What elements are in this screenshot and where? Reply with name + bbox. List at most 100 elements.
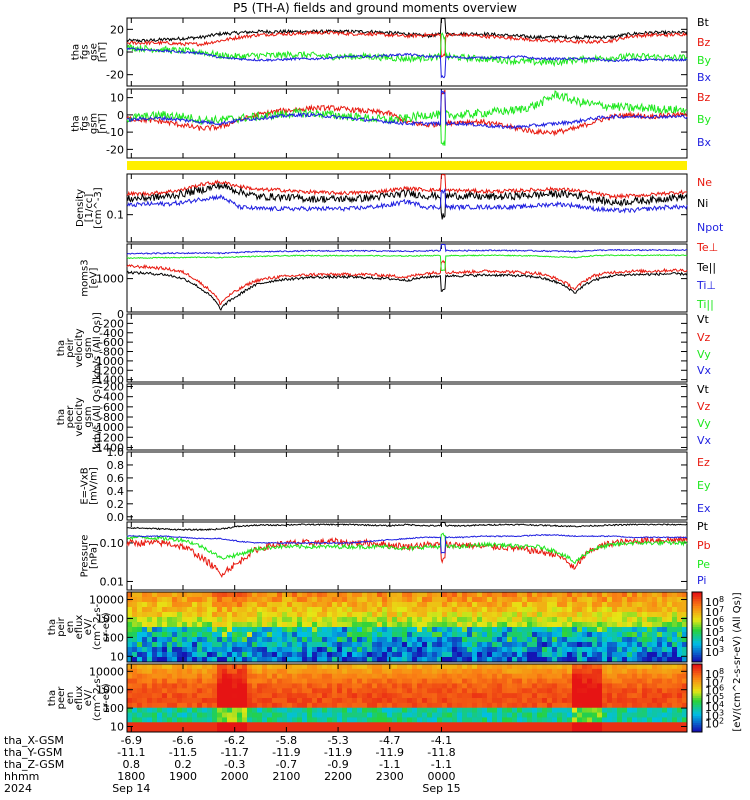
heatmap-cell	[577, 602, 583, 608]
heatmap-cell	[487, 717, 493, 723]
heatmap-cell	[542, 627, 548, 633]
heatmap-cell	[432, 668, 438, 675]
heatmap-cell	[417, 607, 423, 613]
heatmap-cell	[282, 627, 288, 633]
heatmap-cell	[372, 592, 378, 598]
heatmap-cell	[502, 612, 508, 618]
heatmap-cell	[417, 722, 423, 728]
colorbar-cell	[692, 613, 702, 616]
heatmap-cell	[572, 722, 578, 728]
heatmap-cell	[197, 627, 203, 633]
heatmap-cell	[347, 657, 353, 663]
heatmap-cell	[362, 592, 368, 598]
heatmap-cell	[462, 592, 468, 598]
heatmap-cell	[247, 702, 253, 709]
heatmap-cell	[267, 693, 273, 699]
heatmap-cell	[467, 602, 473, 608]
heatmap-cell	[192, 702, 198, 709]
heatmap-cell	[682, 657, 688, 663]
heatmap-cell	[392, 712, 398, 718]
heatmap-cell	[217, 683, 223, 689]
heatmap-cell	[157, 652, 163, 658]
heatmap-cell	[322, 652, 328, 658]
heatmap-cell	[622, 627, 628, 633]
heatmap-cell	[507, 597, 513, 603]
heatmap-cell	[382, 702, 388, 709]
heatmap-cell	[592, 597, 598, 603]
heatmap-cell	[262, 627, 268, 633]
heatmap-cell	[672, 702, 678, 709]
heatmap-cell	[192, 668, 198, 675]
heatmap-cell	[587, 727, 593, 733]
heatmap-cell	[482, 698, 488, 704]
heatmap-cell	[657, 702, 663, 709]
heatmap-cell	[422, 683, 428, 689]
heatmap-cell	[152, 678, 158, 684]
heatmap-cell	[202, 597, 208, 603]
heatmap-cell	[207, 632, 213, 638]
heatmap-cell	[612, 612, 618, 618]
heatmap-cell	[552, 637, 558, 643]
heatmap-cell	[187, 664, 193, 670]
heatmap-cell	[182, 602, 188, 608]
heatmap-cell	[457, 657, 463, 663]
heatmap-cell	[652, 632, 658, 638]
heatmap-cell	[507, 678, 513, 684]
heatmap-cell	[647, 657, 653, 663]
heatmap-cell	[617, 727, 623, 733]
colorbar-cell	[692, 727, 702, 731]
heatmap-cell	[532, 678, 538, 684]
heatmap-cell	[262, 668, 268, 675]
heatmap-cell	[562, 602, 568, 608]
heatmap-cell	[317, 683, 323, 689]
heatmap-cell	[517, 664, 523, 670]
heatmap-cell	[527, 693, 533, 699]
heatmap-cell	[367, 664, 373, 670]
heatmap-cell	[422, 597, 428, 603]
heatmap-cell	[142, 652, 148, 658]
heatmap-cell	[162, 688, 168, 694]
heatmap-cell	[367, 678, 373, 684]
heatmap-cell	[437, 612, 443, 618]
heatmap-cell	[172, 722, 178, 728]
heatmap-cell	[392, 637, 398, 643]
heatmap-cell	[342, 602, 348, 608]
heatmap-cell	[427, 637, 433, 643]
y-axis-label: Pressure	[80, 535, 91, 578]
heatmap-cell	[302, 702, 308, 709]
heatmap-cell	[622, 607, 628, 613]
heatmap-cell	[637, 657, 643, 663]
time-row-label: tha_X-GSM	[4, 734, 64, 747]
heatmap-cell	[402, 688, 408, 694]
heatmap-cell	[297, 607, 303, 613]
heatmap-cell	[472, 597, 478, 603]
heatmap-cell	[672, 622, 678, 628]
heatmap-cell	[272, 664, 278, 670]
heatmap-cell	[652, 652, 658, 658]
heatmap-cell	[602, 632, 608, 638]
heatmap-cell	[227, 683, 233, 689]
heatmap-cell	[647, 678, 653, 684]
heatmap-cell	[582, 597, 588, 603]
heatmap-cell	[477, 668, 483, 675]
heatmap-cell	[137, 722, 143, 728]
heatmap-cell	[267, 707, 273, 713]
heatmap-cell	[322, 597, 328, 603]
heatmap-cell	[392, 632, 398, 638]
heatmap-cell	[492, 632, 498, 638]
heatmap-cell	[472, 668, 478, 675]
heatmap-cell	[402, 727, 408, 733]
y-axis-label: tha	[56, 340, 67, 356]
heatmap-cell	[422, 607, 428, 613]
heatmap-cell	[432, 592, 438, 598]
heatmap-cell	[297, 622, 303, 628]
heatmap-cell	[412, 707, 418, 713]
heatmap-cell	[252, 712, 258, 718]
heatmap-cell	[587, 612, 593, 618]
heatmap-cell	[467, 673, 473, 679]
heatmap-cell	[312, 592, 318, 598]
heatmap-cell	[327, 607, 333, 613]
heatmap-cell	[162, 698, 168, 704]
heatmap-cell	[337, 602, 343, 608]
heatmap-cell	[672, 592, 678, 598]
